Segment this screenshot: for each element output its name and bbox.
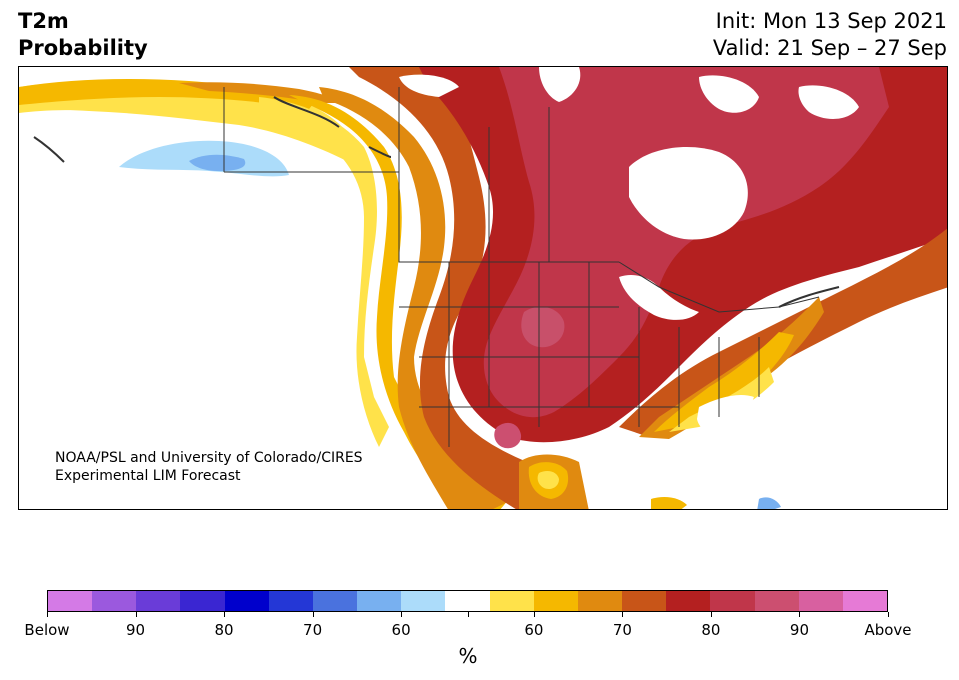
colorbar-swatch — [577, 591, 623, 611]
map-credit: NOAA/PSL and University of Colorado/CIRE… — [55, 449, 363, 485]
colorbar-swatch — [710, 591, 755, 611]
credit-line-1: NOAA/PSL and University of Colorado/CIRE… — [55, 450, 363, 466]
colorbar-tick-label: 80 — [701, 621, 721, 639]
arctic-channel-3 — [798, 85, 859, 119]
colorbar-tick-label: 90 — [125, 621, 146, 639]
title-line-2: Probability — [18, 36, 148, 60]
colorbar-swatch — [401, 591, 446, 611]
west-darkorange-band — [319, 87, 539, 509]
colorbar-swatch — [357, 591, 402, 611]
colorbar-tick — [799, 612, 801, 617]
colorbar-tick-label: 70 — [303, 621, 323, 639]
southeast-yellow-band — [669, 367, 774, 432]
colorbar-tick-label: 60 — [524, 621, 544, 639]
southeast-white-area — [697, 395, 754, 433]
gulf-of-mexico — [557, 447, 678, 509]
colorbar-tick-label: 70 — [612, 621, 632, 639]
probability-colorbar — [47, 590, 888, 612]
colorbar-swatch — [489, 591, 534, 611]
colorbar-swatch — [92, 591, 137, 611]
colorbar-tick — [312, 612, 314, 617]
probability-map — [18, 66, 948, 510]
colorbar-swatch — [136, 591, 181, 611]
arctic-islands-water — [399, 74, 459, 97]
caribbean-blue — [757, 497, 781, 509]
central-rose-region — [483, 67, 889, 418]
west-orange-band — [289, 95, 519, 509]
mexico-light — [537, 471, 559, 489]
colorbar-tick — [47, 612, 48, 617]
forecast-dates: Init: Mon 13 Sep 2021 Valid: 21 Sep – 27… — [713, 8, 947, 62]
plains-rose-core — [521, 306, 565, 348]
colorbar-swatch — [754, 591, 799, 611]
colorbar-tick — [401, 612, 403, 617]
colorbar-tick-label: Below — [24, 621, 70, 639]
political-borders — [223, 87, 820, 447]
colorbar-tick-label: 80 — [214, 621, 234, 639]
valid-date-label: Valid: 21 Sep – 27 Sep — [712, 36, 947, 60]
arctic-channel-1 — [539, 67, 581, 102]
coastal-outlines — [33, 96, 840, 308]
colorbar-swatch — [48, 591, 93, 611]
colorbar-tick-label: Above — [864, 621, 912, 639]
colorbar-swatch — [224, 591, 269, 611]
east-darkorange-band — [639, 297, 824, 439]
init-date-label: Init: Mon 13 Sep 2021 — [715, 9, 947, 33]
colorbar-tick — [135, 612, 137, 617]
hudson-bay — [629, 147, 748, 240]
arctic-channel-2 — [699, 75, 759, 113]
colorbar-tick — [467, 612, 469, 617]
colorbar-swatch — [445, 591, 490, 611]
colorbar-tick — [622, 612, 624, 617]
colorbar-swatch — [533, 591, 578, 611]
colorbar-swatch — [666, 591, 711, 611]
credit-line-2: Experimental LIM Forecast — [55, 468, 241, 484]
colorbar-swatch — [842, 591, 887, 611]
colorbar-tick-label: 90 — [789, 621, 810, 639]
colorbar-swatch — [180, 591, 225, 611]
colorbar-tick — [224, 612, 226, 617]
caribbean-yellow — [651, 497, 687, 509]
west-yellow-band — [259, 97, 389, 447]
colorbar-tick-label: 60 — [391, 621, 411, 639]
colorbar-unit-label: % — [458, 644, 478, 668]
map-canvas — [19, 67, 947, 509]
colorbar-tick — [888, 612, 889, 617]
title-line-1: T2m — [18, 9, 69, 33]
alaska-blue-mid — [189, 154, 246, 171]
texas-rose-spot — [494, 422, 522, 449]
colorbar-swatch — [312, 591, 358, 611]
colorbar-swatch — [798, 591, 843, 611]
colorbar-tick — [533, 612, 535, 617]
colorbar-swatch — [268, 591, 313, 611]
great-lakes — [619, 275, 699, 320]
chart-title: T2m Probability — [18, 8, 148, 62]
colorbar-tick — [710, 612, 712, 617]
colorbar-swatch — [622, 591, 667, 611]
